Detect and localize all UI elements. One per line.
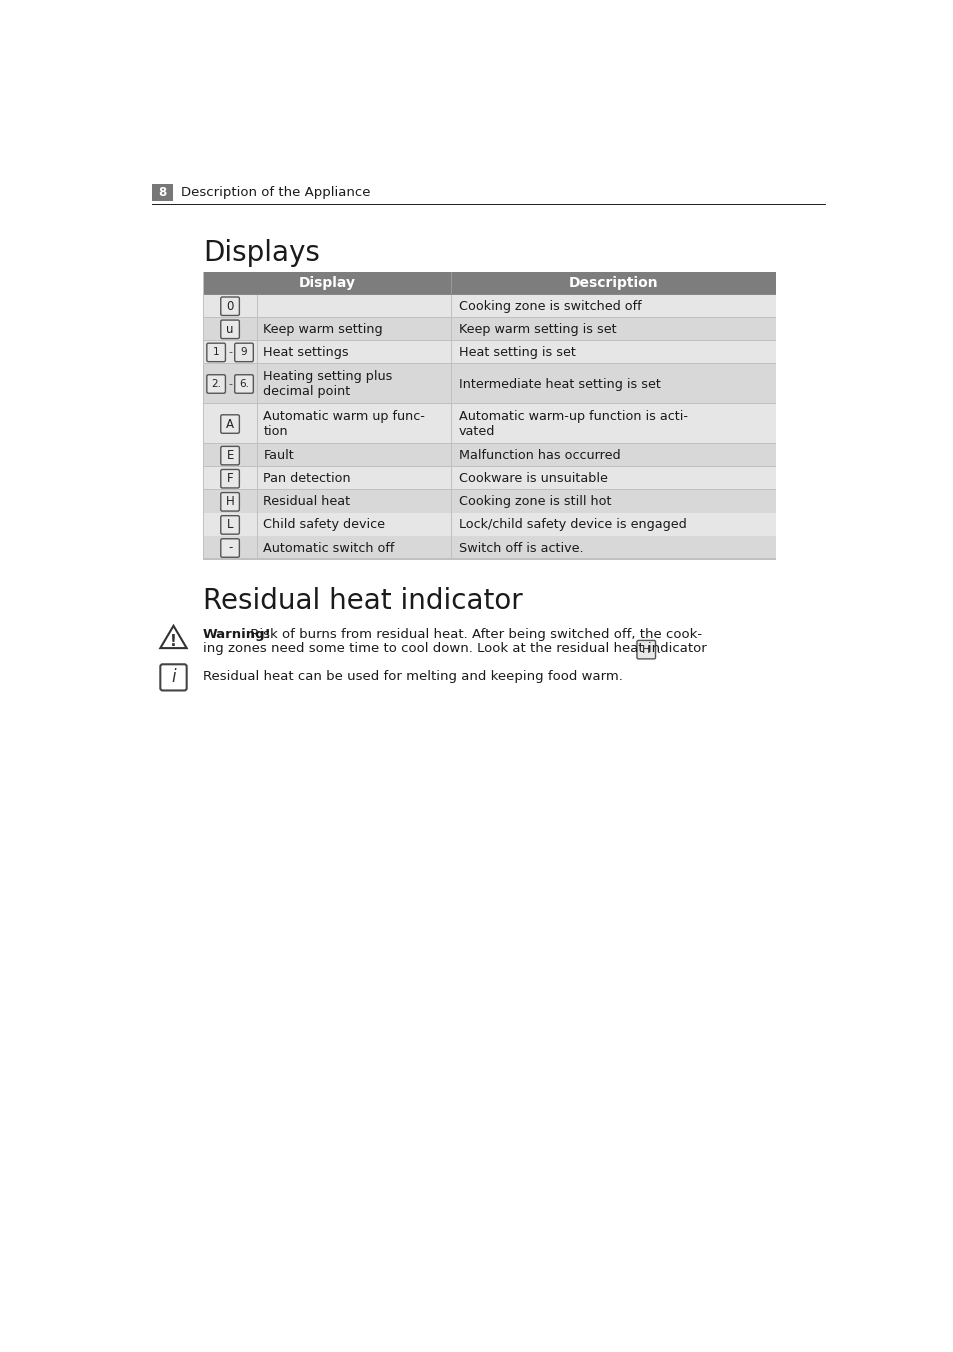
Text: -: - — [228, 542, 232, 554]
Bar — [203, 272, 776, 295]
Text: Cooking zone is still hot: Cooking zone is still hot — [458, 495, 611, 508]
FancyBboxPatch shape — [220, 446, 239, 465]
Bar — [203, 491, 776, 514]
Text: i: i — [171, 668, 175, 687]
Text: Warning!: Warning! — [203, 629, 272, 641]
Text: Risk of burns from residual heat. After being switched off, the cook-: Risk of burns from residual heat. After … — [246, 629, 701, 641]
Text: Switch off is active.: Switch off is active. — [458, 542, 582, 554]
Text: .: . — [657, 644, 660, 656]
FancyBboxPatch shape — [220, 297, 239, 315]
Text: Heat setting is set: Heat setting is set — [458, 346, 575, 358]
Bar — [203, 364, 776, 404]
Text: -: - — [228, 347, 232, 357]
Text: Cooking zone is switched off: Cooking zone is switched off — [458, 300, 640, 312]
Text: Automatic warm-up function is acti-
vated: Automatic warm-up function is acti- vate… — [458, 410, 687, 438]
Text: H: H — [226, 495, 234, 508]
Text: Cookware is unsuitable: Cookware is unsuitable — [458, 472, 607, 485]
Text: Child safety device: Child safety device — [263, 518, 385, 531]
Text: ing zones need some time to cool down. Look at the residual heat indicator: ing zones need some time to cool down. L… — [203, 642, 706, 654]
Text: L: L — [227, 518, 233, 531]
Bar — [203, 341, 776, 364]
FancyBboxPatch shape — [220, 515, 239, 534]
Text: Intermediate heat setting is set: Intermediate heat setting is set — [458, 377, 659, 391]
Text: Description of the Appliance: Description of the Appliance — [181, 185, 371, 199]
Text: A: A — [226, 418, 233, 430]
Text: Malfunction has occurred: Malfunction has occurred — [458, 449, 619, 462]
FancyBboxPatch shape — [220, 415, 239, 433]
Text: Automatic warm up func-
tion: Automatic warm up func- tion — [263, 410, 425, 438]
Text: Heat settings: Heat settings — [263, 346, 349, 358]
Text: Residual heat: Residual heat — [263, 495, 350, 508]
Bar — [203, 537, 776, 560]
Text: H: H — [641, 645, 650, 654]
Text: Pan detection: Pan detection — [263, 472, 351, 485]
Text: Lock/child safety device is engaged: Lock/child safety device is engaged — [458, 518, 686, 531]
Bar — [451, 272, 452, 295]
FancyBboxPatch shape — [220, 492, 239, 511]
Bar — [203, 514, 776, 537]
Text: 1: 1 — [213, 347, 219, 357]
Text: 8: 8 — [158, 185, 167, 199]
Text: Description: Description — [568, 276, 658, 291]
Bar — [203, 443, 776, 468]
Text: Residual heat can be used for melting and keeping food warm.: Residual heat can be used for melting an… — [203, 671, 622, 684]
Bar — [203, 468, 776, 491]
Text: 2.: 2. — [211, 379, 221, 389]
Text: Heating setting plus
decimal point: Heating setting plus decimal point — [263, 370, 393, 397]
FancyBboxPatch shape — [220, 538, 239, 557]
Text: u: u — [226, 323, 233, 335]
Bar — [152, 184, 173, 200]
FancyBboxPatch shape — [207, 343, 225, 362]
FancyBboxPatch shape — [234, 343, 253, 362]
Text: !: ! — [170, 634, 176, 649]
FancyBboxPatch shape — [637, 641, 655, 658]
FancyBboxPatch shape — [207, 375, 225, 393]
Text: F: F — [227, 472, 233, 485]
Text: 6.: 6. — [239, 379, 249, 389]
FancyBboxPatch shape — [234, 375, 253, 393]
Text: Displays: Displays — [203, 239, 319, 268]
FancyBboxPatch shape — [220, 469, 239, 488]
Text: Automatic switch off: Automatic switch off — [263, 542, 395, 554]
Text: 0: 0 — [226, 300, 233, 312]
Bar — [203, 318, 776, 341]
Text: Fault: Fault — [263, 449, 294, 462]
Bar — [203, 404, 776, 443]
Text: 9: 9 — [240, 347, 247, 357]
Text: Residual heat indicator: Residual heat indicator — [203, 587, 522, 615]
FancyBboxPatch shape — [220, 320, 239, 338]
Bar — [203, 295, 776, 318]
Text: Keep warm setting is set: Keep warm setting is set — [458, 323, 616, 335]
Text: Keep warm setting: Keep warm setting — [263, 323, 382, 335]
Text: Display: Display — [298, 276, 355, 291]
Text: -: - — [228, 379, 232, 389]
Text: E: E — [226, 449, 233, 462]
